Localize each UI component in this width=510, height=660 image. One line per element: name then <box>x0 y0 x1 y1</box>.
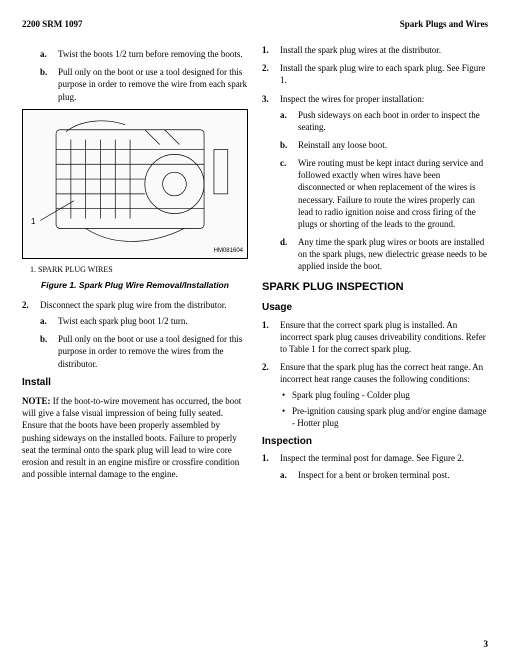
step-2b: b.Pull only on the boot or use a tool de… <box>40 333 248 369</box>
step-2: 2. Disconnect the spark plug wire from t… <box>22 299 248 370</box>
r-step-3: 3. Inspect the wires for proper installa… <box>262 93 488 273</box>
inspection-heading: SPARK PLUG INSPECTION <box>262 280 488 295</box>
left-column: a.Twist the boots 1/2 turn before removi… <box>22 44 248 487</box>
engine-diagram-icon <box>23 110 247 258</box>
r-step-3d: d.Any time the spark plug wires or boots… <box>280 236 488 272</box>
usage-bullet-1: Spark plug fouling - Colder plug <box>280 389 488 401</box>
r-step-2: 2.Install the spark plug wire to each sp… <box>262 62 488 86</box>
r-step-3b: b.Reinstall any loose boot. <box>280 139 488 151</box>
right-column: 1.Install the spark plug wires at the di… <box>262 44 488 487</box>
figure-caption: Figure 1. Spark Plug Wire Removal/Instal… <box>22 280 248 291</box>
r-step-1: 1.Install the spark plug wires at the di… <box>262 44 488 56</box>
step-a: a.Twist the boots 1/2 turn before removi… <box>40 48 248 60</box>
install-heading: Install <box>22 376 248 390</box>
figure-id: HM081604 <box>214 247 243 255</box>
insp-1: 1. Inspect the terminal post for damage.… <box>262 452 488 480</box>
page-number: 3 <box>484 638 489 650</box>
usage-heading: Usage <box>262 301 488 315</box>
figure-pointer-label: 1 <box>31 217 35 228</box>
r-step-3c: c.Wire routing must be kept intact durin… <box>280 157 488 230</box>
install-note: NOTE: If the boot-to-wire movement has o… <box>22 395 248 480</box>
header-right: Spark Plugs and Wires <box>400 18 488 30</box>
step-b: b.Pull only on the boot or use a tool de… <box>40 66 248 102</box>
step-2a: a.Twist each spark plug boot 1/2 turn. <box>40 315 248 327</box>
insp-1a: a.Inspect for a bent or broken terminal … <box>280 469 488 481</box>
usage-2: 2. Ensure that the spark plug has the co… <box>262 361 488 429</box>
figure-1-box: 1 HM081604 <box>22 109 248 259</box>
header-left: 2200 SRM 1097 <box>22 18 83 30</box>
inspection2-heading: Inspection <box>262 435 488 449</box>
usage-1: 1.Ensure that the correct spark plug is … <box>262 319 488 355</box>
usage-bullet-2: Pre-ignition causing spark plug and/or e… <box>280 405 488 429</box>
figure-legend: 1. SPARK PLUG WIRES <box>30 265 248 276</box>
r-step-3a: a.Push sideways on each boot in order to… <box>280 109 488 133</box>
